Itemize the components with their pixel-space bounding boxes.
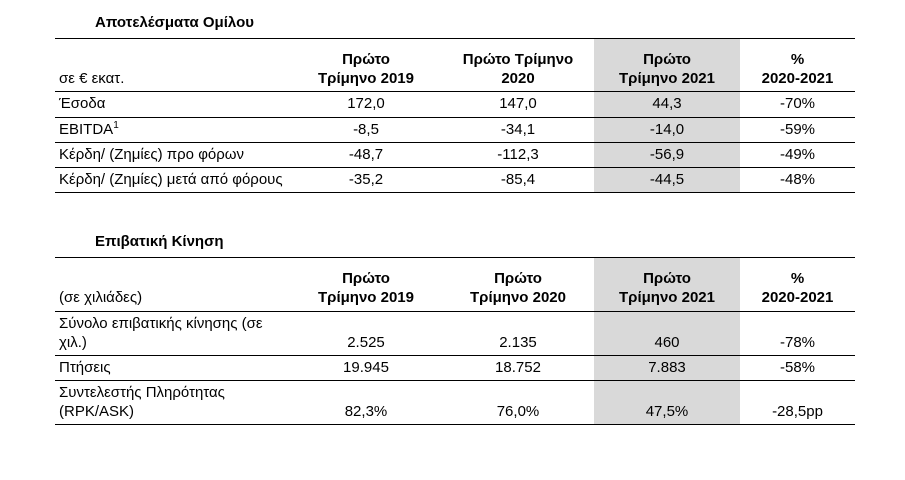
pct-change-cell: -58% [740,355,855,382]
row-label-cell: Πτήσεις [55,355,290,382]
row-total-passengers: Σύνολο επιβατικής κίνησης (σε χιλ.) 2.52… [55,311,855,356]
row-flights: Πτήσεις 19.945 18.752 7.883 -58% [55,355,855,382]
value-cell-2021: 44,3 [594,91,740,118]
pct-change-cell: -70% [740,91,855,118]
col-header-line: Πρώτο [342,270,390,288]
row-ebitda: EBITDA1 -8,5 -34,1 -14,0 -59% [55,117,855,143]
value-cell-2021: -56,9 [594,142,740,168]
row-load-factor: Συντελεστής Πληρότητας (RPK/ASK) 82,3% 7… [55,380,855,426]
value-cell-2021: -44,5 [594,167,740,194]
value-cell-2021: 7.883 [594,355,740,382]
col-header-line: Τρίμηνο 2020 [470,289,566,307]
unit-label-cell: (σε χιλιάδες) [55,257,290,312]
row-profit-before-tax: Κέρδη/ (Ζημίες) προ φόρων -48,7 -112,3 -… [55,142,855,168]
passenger-traffic-table: (σε χιλιάδες) Πρώτο Τρίμηνο 2019 Πρώτο Τ… [55,257,855,426]
col-header-q1-2020: Πρώτο Τρίμηνο 2020 [442,257,594,312]
row-label-cell: Έσοδα [55,91,290,118]
value-cell-2021: 460 [594,311,740,356]
header-row: σε € εκατ. Πρώτο Τρίμηνο 2019 Πρώτο Τρίμ… [55,37,855,93]
col-header-line: Τρίμηνο 2019 [318,70,414,88]
value-cell-2019: -8,5 [290,117,442,143]
col-header-q1-2021: Πρώτο Τρίμηνο 2021 [594,257,740,312]
group-results-section: Αποτελέσματα Ομίλου σε € εκατ. Πρώτο Τρί… [55,14,905,194]
passenger-traffic-title: Επιβατική Κίνηση [95,233,224,251]
value-cell-2020: 18.752 [442,355,594,382]
col-header-line: % [790,51,805,68]
value-cell-2019: 19.945 [290,355,442,382]
pct-change-cell: -59% [740,117,855,143]
header-row: (σε χιλιάδες) Πρώτο Τρίμηνο 2019 Πρώτο Τ… [55,257,855,312]
col-header-line: 2020-2021 [761,70,834,88]
col-header-q1-2020: Πρώτο Τρίμηνο 2020 [442,37,594,93]
value-cell-2019: 172,0 [290,91,442,118]
col-header-line: Τρίμηνο 2019 [318,289,414,307]
pct-change-cell: -78% [740,311,855,356]
col-header-line: Τρίμηνο 2021 [619,70,715,88]
col-header-line: Τρίμηνο 2021 [619,289,715,307]
value-cell-2021: -14,0 [594,117,740,143]
col-header-pct-change: % 2020-2021 [740,37,855,93]
value-cell-2020: -34,1 [442,117,594,143]
group-results-title: Αποτελέσματα Ομίλου [95,14,254,31]
row-label-cell: EBITDA1 [55,117,290,143]
pct-change-cell: -48% [740,167,855,194]
row-label-cell: Σύνολο επιβατικής κίνησης (σε χιλ.) [55,311,290,356]
col-header-line: % [790,270,805,288]
value-cell-2020: 2.135 [442,311,594,356]
row-profit-after-tax: Κέρδη/ (Ζημίες) μετά από φόρους -35,2 -8… [55,167,855,194]
group-results-table: σε € εκατ. Πρώτο Τρίμηνο 2019 Πρώτο Τρίμ… [55,37,855,194]
passenger-traffic-section: Επιβατική Κίνηση (σε χιλιάδες) Πρώτο Τρί… [55,233,905,426]
col-header-line: 2020 [501,70,535,88]
col-header-line: Πρώτο [342,51,390,68]
col-header-q1-2021: Πρώτο Τρίμηνο 2021 [594,37,740,93]
value-cell-2019: 82,3% [290,380,442,426]
pct-change-cell: -28,5pp [740,380,855,426]
col-header-line: 2020-2021 [761,289,834,307]
col-header-line: Πρώτο Τρίμηνο [462,51,574,68]
row-revenue: Έσοδα 172,0 147,0 44,3 -70% [55,91,855,118]
pct-change-cell: -49% [740,142,855,168]
value-cell-2020: 147,0 [442,91,594,118]
document-page: Αποτελέσματα Ομίλου σε € εκατ. Πρώτο Τρί… [55,14,905,426]
col-header-line: Πρώτο [494,270,542,288]
row-label-text: EBITDA [59,120,114,138]
value-cell-2020: 76,0% [442,380,594,426]
value-cell-2021: 47,5% [594,380,740,426]
row-label-cell: Κέρδη/ (Ζημίες) προ φόρων [55,142,290,168]
ebitda-footnote-marker: 1 [113,119,119,131]
value-cell-2019: -48,7 [290,142,442,168]
col-header-q1-2019: Πρώτο Τρίμηνο 2019 [290,37,442,93]
row-label-cell: Συντελεστής Πληρότητας (RPK/ASK) [55,380,290,426]
value-cell-2020: -112,3 [442,142,594,168]
value-cell-2020: -85,4 [442,167,594,194]
unit-label-cell: σε € εκατ. [55,37,290,93]
col-header-pct-change: % 2020-2021 [740,257,855,312]
value-cell-2019: 2.525 [290,311,442,356]
col-header-line: Πρώτο [643,270,691,288]
value-cell-2019: -35,2 [290,167,442,194]
col-header-q1-2019: Πρώτο Τρίμηνο 2019 [290,257,442,312]
col-header-line: Πρώτο [643,51,691,68]
row-label-cell: Κέρδη/ (Ζημίες) μετά από φόρους [55,167,290,194]
